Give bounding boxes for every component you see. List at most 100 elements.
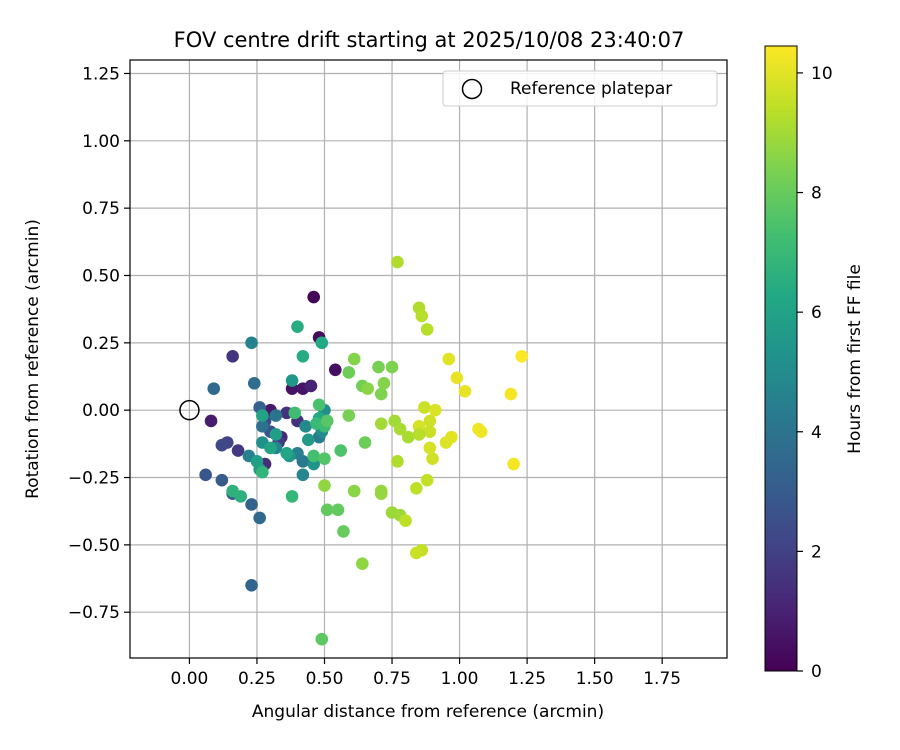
y-tick-label: 1.00: [82, 132, 120, 152]
x-tick-label: 0.25: [238, 669, 276, 689]
scatter-point: [342, 366, 356, 379]
scatter-point: [347, 484, 361, 498]
x-tick-label: 0.50: [306, 669, 344, 689]
scatter-point: [285, 490, 299, 503]
reference-marker: [179, 399, 200, 421]
scatter-point: [342, 409, 356, 422]
scatter-point: [372, 360, 385, 374]
scatter-point: [474, 425, 488, 439]
legend-box: [442, 70, 718, 107]
scatter-point: [428, 403, 442, 417]
y-tick-label: −0.25: [68, 469, 120, 489]
scatter-point: [296, 350, 310, 363]
scatter-point: [304, 379, 318, 393]
scatter-point: [426, 452, 439, 465]
scatter-point: [356, 557, 369, 571]
colorbar-gradient: [764, 45, 798, 672]
y-tick-label: 0.75: [82, 199, 120, 219]
scatter-point: [331, 503, 345, 517]
colorbar-tick-label: 0: [811, 662, 822, 682]
scatter-point: [199, 468, 212, 482]
scatter-point: [296, 468, 310, 482]
scatter-point: [264, 441, 277, 455]
scatter-point: [347, 352, 361, 366]
scatter-point: [442, 352, 456, 366]
scatter-point: [231, 444, 245, 457]
y-axis-label: Rotation from reference (arcmin): [23, 219, 43, 499]
scatter-point: [280, 446, 293, 460]
colorbar-tick-label: 2: [811, 542, 822, 562]
colorbar-tick-label: 4: [811, 423, 822, 443]
chart-title: FOV centre drift starting at 2025/10/08 …: [174, 28, 685, 52]
scatter-point: [418, 401, 431, 414]
scatter-point: [256, 465, 269, 479]
x-tick-label: 0.75: [373, 669, 411, 689]
scatter-point: [385, 360, 399, 374]
scatter-point: [410, 546, 423, 560]
legend-reference-marker: [461, 78, 483, 100]
scatter-point: [337, 525, 350, 538]
scatter-point: [329, 363, 342, 377]
scatter-point: [515, 350, 528, 363]
scatter-point: [391, 255, 404, 269]
y-axis-ticks: −0.75 −0.50 −0.25 0.00 0.25 0.50 0.75 1.00 1.25: [68, 64, 130, 623]
scatter-point: [391, 455, 404, 468]
colorbar-tick-label: 6: [811, 303, 822, 323]
scatter-point: [307, 290, 320, 304]
scatter-point: [361, 382, 375, 395]
scatter-point: [299, 420, 312, 433]
x-tick-label: 1.25: [508, 669, 546, 689]
scatter-point: [420, 473, 434, 487]
scatter-point: [401, 430, 415, 444]
plot-frame: [129, 59, 728, 659]
scatter-point: [245, 336, 258, 350]
scatter-point: [399, 514, 412, 527]
scatter-points: [199, 255, 528, 646]
scatter-point: [312, 398, 326, 412]
y-tick-label: 1.25: [82, 64, 120, 84]
scatter-point: [358, 436, 372, 449]
y-tick-label: −0.75: [68, 603, 120, 623]
scatter-point: [291, 320, 304, 333]
scatter-point: [420, 323, 434, 336]
scatter-point: [269, 409, 283, 422]
scatter-point: [334, 444, 348, 457]
scatter-point: [320, 503, 334, 517]
scatter-point: [285, 374, 299, 387]
x-tick-label: 1.50: [576, 669, 614, 689]
scatter-point: [247, 376, 261, 390]
x-axis-label: Angular distance from reference (arcmin): [252, 702, 604, 722]
legend-entry-reference: Reference platepar: [510, 79, 672, 99]
x-axis-ticks: 0.00 0.25 0.50 0.75 1.00 1.25 1.50 1.75: [171, 658, 681, 689]
y-tick-label: −0.50: [68, 536, 120, 556]
y-tick-label: 0.25: [82, 334, 120, 354]
scatter-point: [207, 382, 221, 395]
scatter-point: [410, 481, 423, 495]
scatter-point: [245, 498, 258, 511]
scatter-point: [250, 455, 264, 468]
scatter-point: [445, 430, 458, 444]
scatter-point: [374, 417, 388, 430]
scatter-point: [269, 428, 283, 441]
scatter-point: [393, 422, 407, 436]
scatter-point: [507, 457, 520, 471]
colorbar-label: Hours from first FF file: [845, 264, 865, 454]
scatter-point: [204, 414, 218, 428]
x-tick-label: 1.75: [643, 669, 681, 689]
colorbar-tick-label: 10: [811, 64, 833, 84]
scatter-point: [423, 441, 437, 455]
colorbar-tick-label: 8: [811, 184, 822, 204]
scatter-point: [415, 309, 429, 323]
scatter-point: [458, 385, 472, 398]
x-tick-label: 0.00: [171, 669, 209, 689]
scatter-point: [377, 376, 391, 390]
scatter-point: [318, 452, 331, 465]
scatter-point: [256, 420, 269, 433]
y-tick-label: 0.00: [82, 401, 120, 421]
scatter-point: [315, 336, 329, 350]
scatter-point: [215, 473, 229, 487]
scatter-point: [412, 428, 426, 441]
y-tick-label: 0.50: [82, 266, 120, 286]
scatter-point: [307, 449, 320, 463]
